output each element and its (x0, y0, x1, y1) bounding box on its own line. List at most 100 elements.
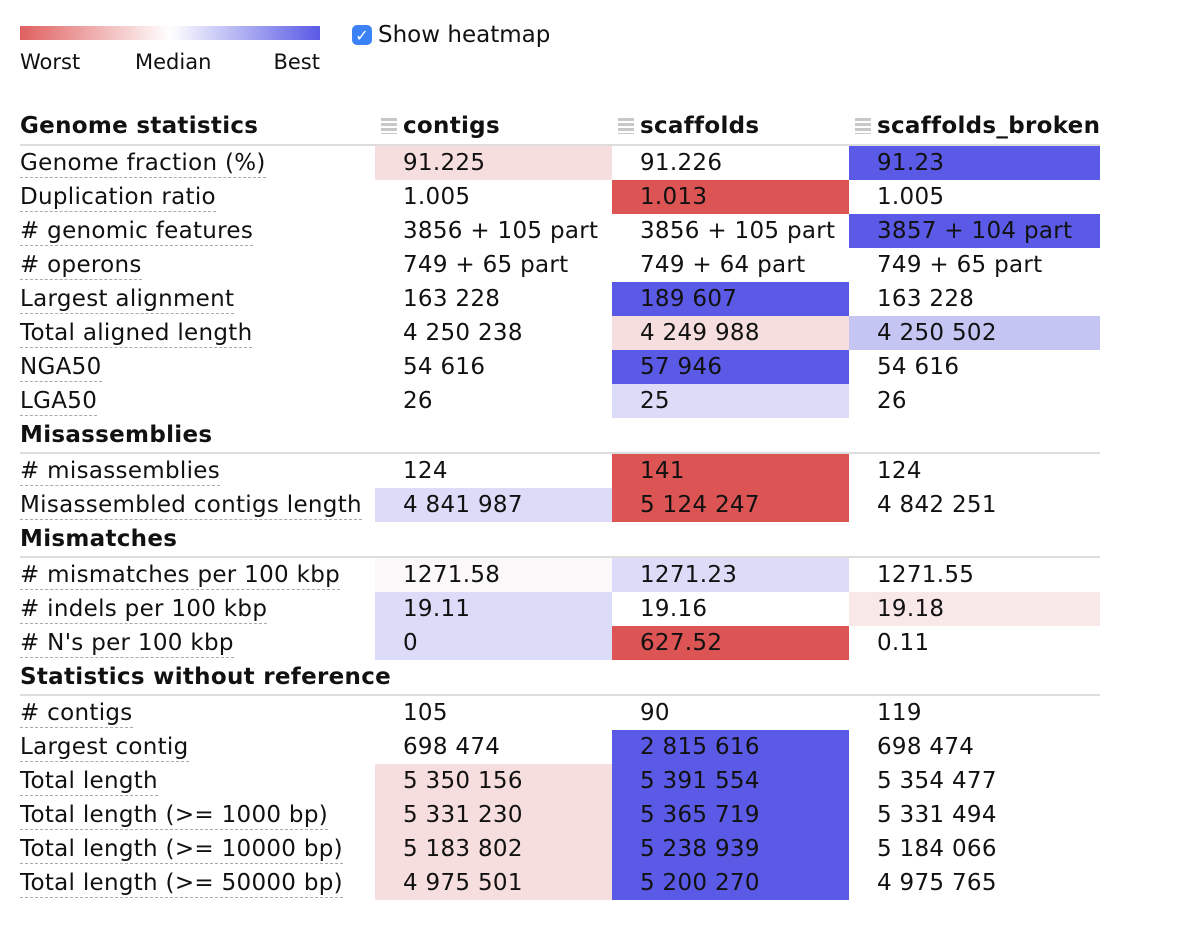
metric-cell: # genomic features (20, 214, 375, 248)
value-cell: 3857 + 104 part (849, 214, 1101, 248)
value-cell: 1271.55 (877, 562, 975, 588)
table-row: LGA50 26 25 26 (20, 384, 1100, 418)
section-title: Statistics without reference (20, 660, 1101, 696)
value-cell: 3856 + 105 part (403, 218, 599, 244)
value-cell: 54 616 (403, 354, 486, 380)
metric-cell: # mismatches per 100 kbp (20, 557, 375, 592)
column-header-contigs[interactable]: contigs (375, 108, 612, 146)
metric-label[interactable]: # misassemblies (20, 458, 220, 486)
value-cell: 119 (877, 700, 922, 726)
show-heatmap-toggle[interactable]: ✓ Show heatmap (352, 22, 550, 48)
value-cell: 26 (877, 388, 907, 414)
table-header-row: Genome statistics contigs scaffolds scaf… (20, 108, 1101, 146)
column-header-label: contigs (403, 113, 500, 139)
table-row: Duplication ratio 1.005 1.013 1.005 (20, 180, 1100, 214)
metric-label[interactable]: # genomic features (20, 218, 254, 246)
value-cell: 5 238 939 (612, 832, 849, 866)
value-cell: 5 391 554 (612, 764, 849, 798)
metric-cell: Total aligned length (20, 316, 375, 350)
metric-label[interactable]: Largest contig (20, 734, 189, 762)
metric-label[interactable]: Total length (20, 768, 158, 796)
value-cell: 0 (375, 626, 612, 660)
metric-label[interactable]: NGA50 (20, 354, 102, 382)
table-row: # operons 749 + 65 part 749 + 64 part 749 +… (20, 248, 1100, 282)
value-cell: 163 228 (877, 286, 975, 312)
table-row: # misassemblies 124 141 124 (20, 453, 1100, 488)
metric-label[interactable]: # N's per 100 kbp (20, 630, 234, 658)
metric-label[interactable]: Largest alignment (20, 286, 235, 314)
metric-label[interactable]: # operons (20, 252, 142, 280)
table-row: Total aligned length 4 250 238 4 249 988 4 … (20, 316, 1101, 350)
table-row: Total length (>= 10000 bp) 5 183 802 5 238… (20, 832, 1100, 866)
metric-cell: Duplication ratio (20, 180, 375, 214)
metric-label[interactable]: Total length (>= 10000 bp) (20, 836, 343, 864)
column-header-label: scaffolds (640, 113, 760, 139)
metric-label[interactable]: LGA50 (20, 388, 98, 416)
metric-cell: # misassemblies (20, 453, 375, 488)
metric-label[interactable]: Total length (>= 1000 bp) (20, 802, 328, 830)
value-cell: 3856 + 105 part (640, 218, 836, 244)
value-cell: 749 + 65 part (877, 252, 1043, 278)
value-cell: 4 250 502 (849, 316, 1101, 350)
metric-cell: Largest contig (20, 730, 375, 764)
value-cell: 627.52 (612, 626, 849, 660)
metric-cell: NGA50 (20, 350, 375, 384)
value-cell: 91.226 (640, 150, 723, 176)
table-row: # mismatches per 100 kbp 1271.58 1271.23 12… (20, 557, 1100, 592)
metric-label[interactable]: Misassembled contigs length (20, 492, 362, 520)
metric-cell: Total length (>= 50000 bp) (20, 866, 375, 900)
column-header-scaffolds-broken[interactable]: scaffolds_broken (849, 108, 1101, 146)
value-cell: 124 (877, 458, 922, 484)
table-row: # indels per 100 kbp 19.11 19.16 19.18 (20, 592, 1101, 626)
checkbox-checked-icon[interactable]: ✓ (352, 25, 372, 45)
show-heatmap-label: Show heatmap (378, 22, 551, 48)
value-cell: 5 350 156 (375, 764, 612, 798)
section-title: Misassemblies (20, 418, 1101, 454)
metric-cell: # operons (20, 248, 375, 282)
value-cell: 698 474 (877, 734, 975, 760)
value-cell: 4 250 238 (403, 320, 523, 346)
section-header: Statistics without reference (20, 660, 1101, 696)
value-cell: 91.23 (849, 145, 1101, 180)
column-header-scaffolds[interactable]: scaffolds (612, 108, 849, 146)
metric-label[interactable]: # contigs (20, 700, 133, 728)
value-cell: 4 842 251 (877, 492, 997, 518)
table-title: Genome statistics (20, 108, 375, 146)
metric-cell: # N's per 100 kbp (20, 626, 375, 660)
table-row: Misassembled contigs length 4 841 987 5 12… (20, 488, 1100, 522)
value-cell: 1271.23 (612, 557, 849, 592)
drag-handle-icon[interactable] (855, 118, 871, 134)
value-cell: 19.11 (375, 592, 612, 626)
metric-cell: Misassembled contigs length (20, 488, 375, 522)
legend-labels: Worst Median Best (20, 40, 320, 74)
value-cell: 5 184 066 (877, 836, 997, 862)
metric-cell: Total length (20, 764, 375, 798)
report-table: Genome statistics contigs scaffolds scaf… (20, 108, 1101, 900)
value-cell: 749 + 65 part (403, 252, 569, 278)
value-cell: 4 841 987 (375, 488, 612, 522)
value-cell: 19.18 (849, 592, 1101, 626)
metric-label[interactable]: Total length (>= 50000 bp) (20, 870, 343, 898)
metric-label[interactable]: # mismatches per 100 kbp (20, 562, 340, 590)
value-cell: 5 331 230 (375, 798, 612, 832)
metric-label[interactable]: Genome fraction (%) (20, 150, 266, 178)
drag-handle-icon[interactable] (618, 118, 634, 134)
table-row: Largest contig 698 474 2 815 616 698 474 (20, 730, 1100, 764)
value-cell: 141 (612, 453, 849, 488)
metric-cell: Total length (>= 1000 bp) (20, 798, 375, 832)
drag-handle-icon[interactable] (381, 118, 397, 134)
metric-label[interactable]: Duplication ratio (20, 184, 216, 212)
heatmap-legend: Worst Median Best (20, 26, 320, 74)
value-cell: 25 (612, 384, 849, 418)
value-cell: 5 183 802 (375, 832, 612, 866)
value-cell: 26 (403, 388, 433, 414)
metric-label[interactable]: Total aligned length (20, 320, 253, 348)
column-header-label: scaffolds_broken (877, 113, 1101, 139)
value-cell: 4 249 988 (612, 316, 849, 350)
value-cell: 1271.58 (375, 557, 612, 592)
metric-label[interactable]: # indels per 100 kbp (20, 596, 268, 624)
metric-cell: Genome fraction (%) (20, 145, 375, 180)
value-cell: 163 228 (403, 286, 501, 312)
table-row: Genome fraction (%) 91.225 91.226 91.23 (20, 145, 1101, 180)
table-row: Total length (>= 50000 bp) 4 975 501 5 200… (20, 866, 1100, 900)
